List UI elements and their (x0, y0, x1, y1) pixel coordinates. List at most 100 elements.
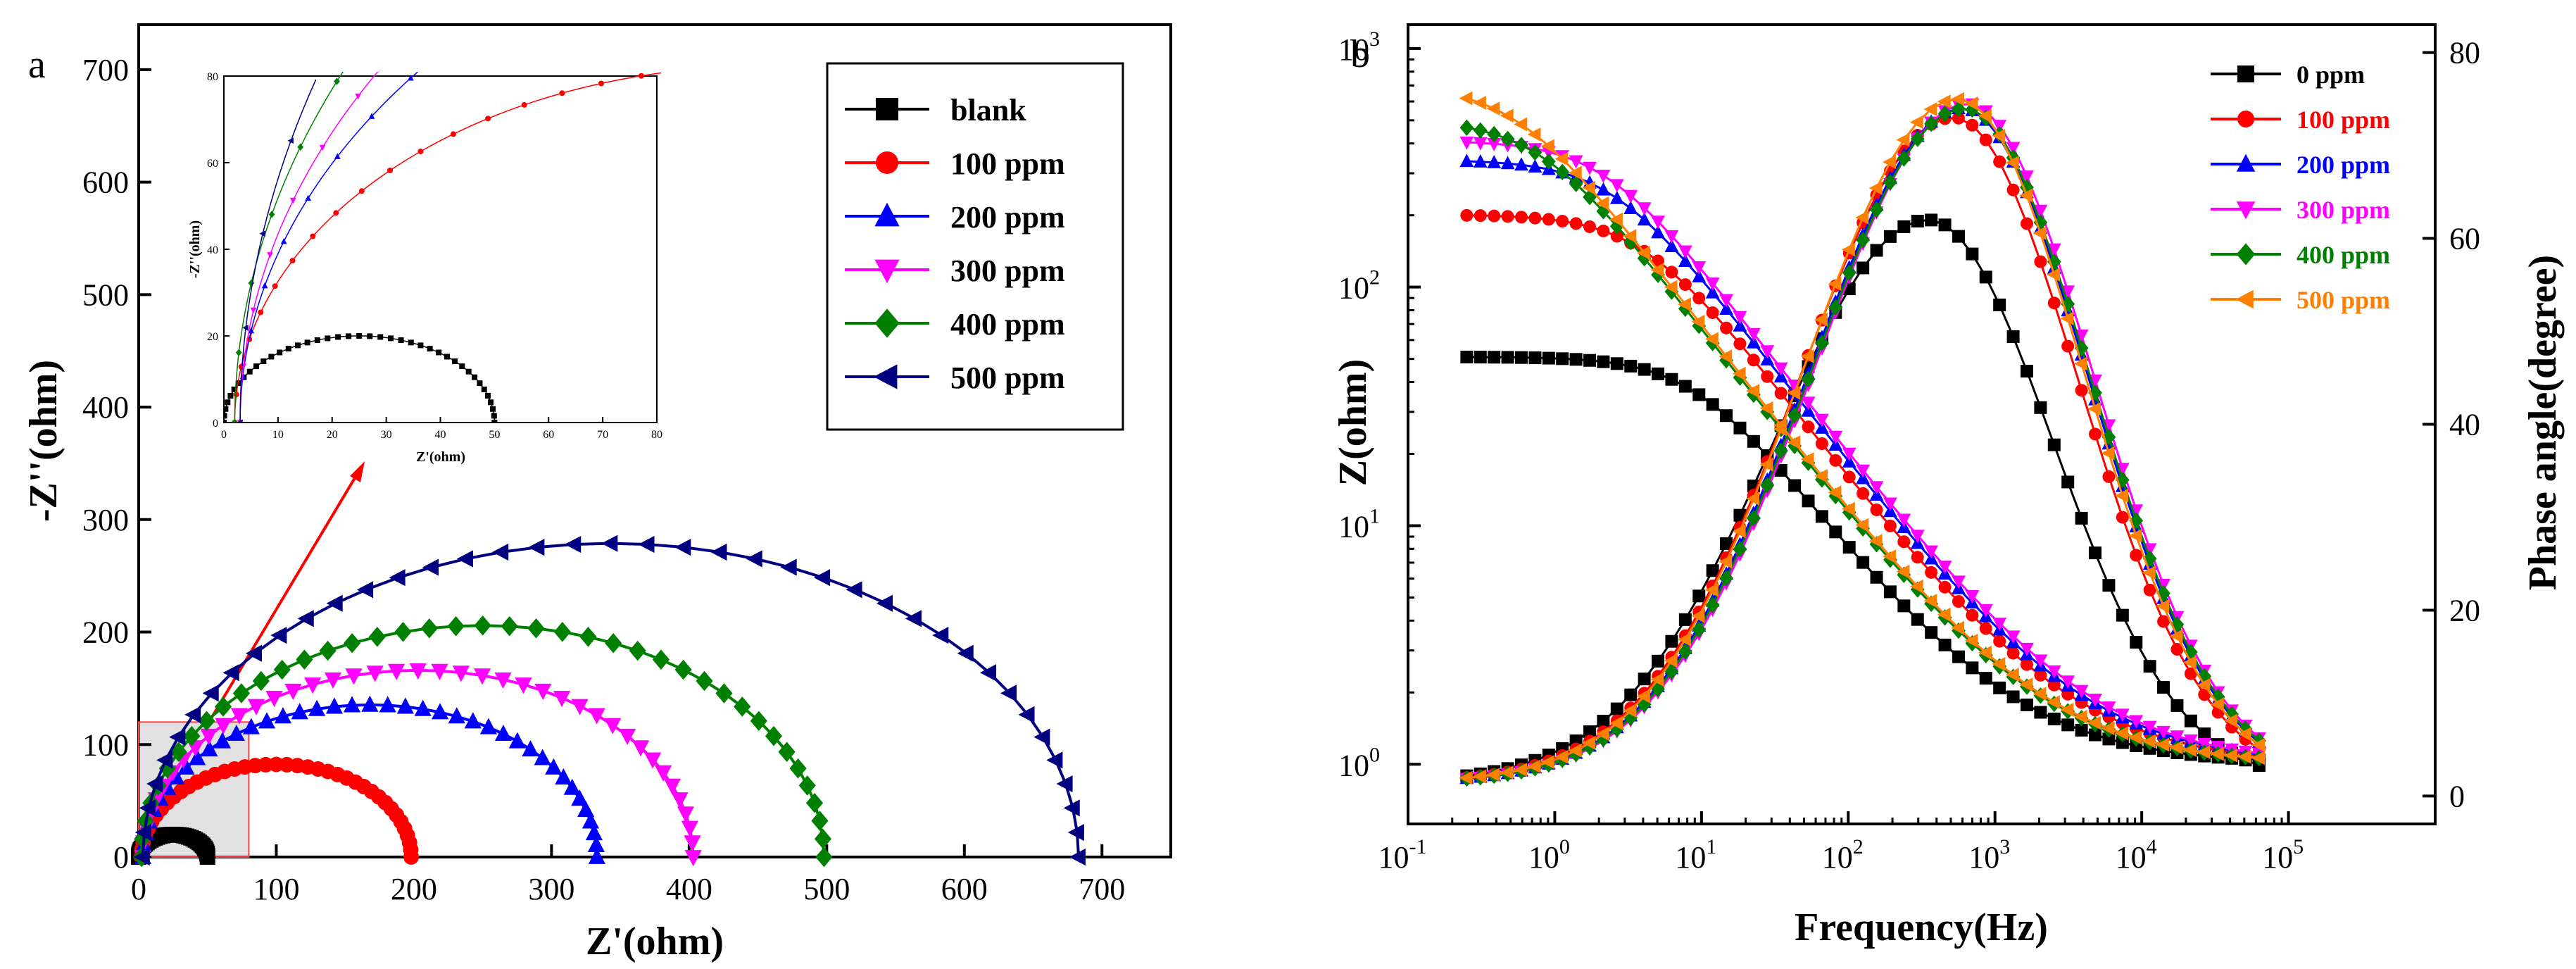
data-point (345, 668, 363, 685)
inset-data-point (367, 333, 373, 339)
impedance-point (1609, 179, 1624, 193)
inset-x-tick-label: 50 (489, 429, 500, 441)
impedance-point (1733, 318, 1747, 332)
phase-point (2088, 385, 2102, 401)
y-tick-label: 300 (82, 503, 129, 537)
impedance-point (1706, 306, 1719, 320)
legend-label: 300 ppm (2297, 196, 2390, 224)
data-point (632, 740, 650, 757)
data-point (215, 718, 232, 734)
phase-point (2047, 438, 2061, 451)
phase-point (1937, 105, 1952, 123)
data-point (326, 594, 343, 612)
impedance-point (1514, 137, 1528, 154)
phase-point (1678, 613, 1692, 626)
data-point (304, 677, 322, 694)
impedance-point (1596, 182, 1611, 196)
data-point (545, 758, 563, 775)
impedance-point (1925, 626, 1938, 639)
impedance-point (1828, 485, 1842, 500)
data-point (1069, 848, 1086, 866)
impedance-point (1569, 353, 1583, 366)
phase-point (2075, 384, 2088, 397)
impedance-point (2128, 730, 2142, 745)
phase-point (2198, 688, 2211, 701)
phase-point (1719, 554, 1733, 569)
phase-point (2115, 489, 2128, 503)
inset-data-point (387, 168, 394, 174)
inset-data-point (319, 144, 326, 151)
impedance-point (1992, 657, 2006, 671)
data-point (494, 672, 512, 689)
impedance-point (1705, 285, 1720, 299)
phase-point (2129, 512, 2144, 530)
data-point (528, 539, 545, 556)
data-point (1018, 706, 1035, 723)
panel-a-legend: blank 100 ppm 200 ppm 300 ppm 400 ppm 500 ppm (826, 62, 1124, 431)
data-point (780, 558, 797, 576)
phase-point (1760, 477, 1775, 494)
inset-data-point (253, 363, 260, 370)
inset-data-point (325, 335, 331, 342)
data-point (396, 697, 414, 714)
impedance-point (1514, 117, 1528, 132)
impedance-point (1869, 481, 1884, 495)
impedance-point (2075, 723, 2088, 737)
impedance-point (2019, 677, 2033, 692)
impedance-point (2061, 718, 2075, 732)
phase-point (1472, 769, 1486, 784)
phase-point (1609, 720, 1624, 738)
impedance-point (1569, 155, 1583, 169)
data-point (368, 627, 386, 647)
data-point (638, 535, 655, 554)
inset-data-point (225, 399, 231, 406)
phase-point (2020, 170, 2034, 185)
data-point (1033, 728, 1050, 746)
impedance-point (1610, 357, 1623, 370)
data-point (270, 627, 287, 644)
panel-a-xlabel: Z'(ohm) (586, 920, 724, 963)
inset-data-point (436, 349, 442, 356)
inset-data-point (346, 333, 352, 339)
inset-data-point (334, 77, 340, 85)
impedance-point (2047, 665, 2061, 679)
y-tick-label: 600 (82, 165, 129, 200)
data-point (200, 728, 218, 745)
x-tick-label: 0 (131, 872, 146, 906)
phase-point (2170, 616, 2185, 633)
inset-series-500-ppm (237, 79, 317, 423)
data-point (778, 742, 796, 763)
data-point (515, 677, 532, 694)
inset-data-point (388, 335, 394, 342)
phase-line (1466, 98, 2260, 780)
impedance-point (1623, 229, 1637, 244)
impedance-point (1541, 153, 1556, 170)
phase-point (1583, 725, 1597, 739)
data-point (527, 618, 545, 639)
impedance-point (1759, 401, 1773, 415)
inset-data-point (484, 392, 491, 399)
data-point (582, 812, 600, 829)
impedance-point (1488, 209, 1501, 223)
impedance-point (1719, 294, 1733, 308)
phase-point (2061, 475, 2075, 489)
data-point (798, 775, 816, 796)
inset-xlabel: Z'(ohm) (416, 449, 465, 465)
inset-data-point (491, 420, 498, 423)
impedance-point (1733, 337, 1747, 351)
x-tick-label: 300 (528, 872, 574, 906)
inset-data-point (638, 73, 644, 79)
phase-point (2170, 699, 2184, 712)
impedance-point (1556, 352, 1569, 365)
data-point (325, 697, 344, 714)
panel-a-ylabel: -Z''(ohm) (22, 360, 65, 522)
phase-point (2184, 667, 2197, 680)
impedance-point (1528, 351, 1542, 365)
inset-data-point (408, 339, 414, 346)
data-point (876, 594, 893, 612)
impedance-point (1554, 151, 1569, 166)
phase-point (2238, 720, 2253, 737)
data-point (379, 696, 396, 713)
phase-point (2143, 660, 2156, 673)
